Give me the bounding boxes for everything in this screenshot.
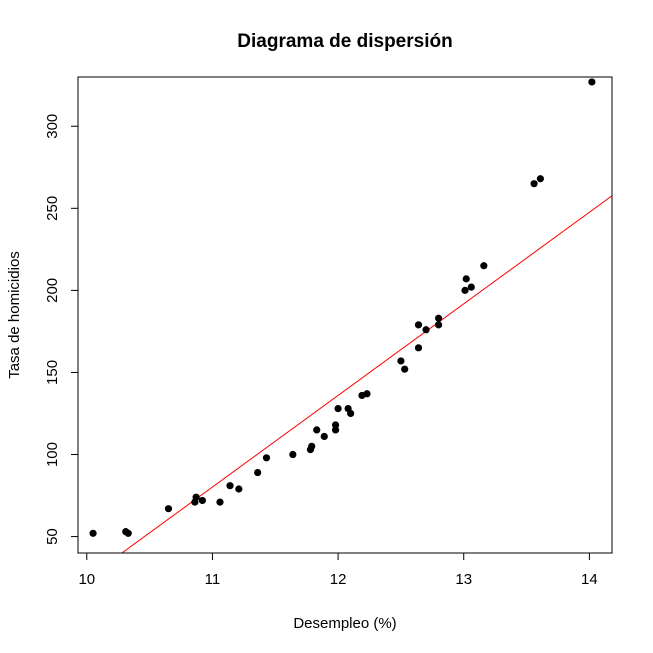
x-tick-label: 13 [455, 571, 472, 588]
data-point [89, 529, 97, 537]
data-point [331, 421, 340, 429]
regression-line [121, 195, 612, 553]
data-point [198, 496, 206, 505]
y-tick-label: 50 [44, 528, 61, 545]
data-point [262, 454, 271, 462]
data-point [435, 321, 443, 329]
plot-frame [77, 76, 613, 554]
data-points [89, 78, 596, 537]
data-point [313, 426, 321, 434]
y-tick-label: 250 [44, 196, 61, 221]
data-point [461, 286, 469, 294]
x-tick-label: 12 [330, 571, 347, 588]
data-point [226, 482, 234, 490]
data-point [235, 485, 243, 493]
y-tick-label: 100 [44, 442, 61, 467]
data-point [363, 390, 371, 398]
data-point [397, 357, 405, 365]
data-point [308, 442, 316, 450]
data-point [530, 180, 538, 188]
x-tick-label: 11 [205, 571, 221, 588]
data-point [401, 365, 409, 373]
data-point [289, 450, 297, 459]
data-point [216, 498, 224, 506]
data-point [331, 426, 340, 434]
data-point [467, 283, 475, 291]
data-point [414, 321, 423, 329]
data-point [414, 344, 423, 352]
data-point [422, 326, 430, 334]
data-point [462, 275, 470, 283]
y-axis-label: Tasa de homicidios [6, 251, 23, 379]
data-point [435, 314, 443, 322]
data-point [124, 529, 132, 537]
x-axis: 10 11 12 13 14 [78, 553, 598, 588]
plot-area [89, 78, 612, 553]
y-tick-label: 300 [44, 114, 61, 139]
data-point [164, 505, 173, 513]
x-tick-label: 14 [581, 571, 598, 588]
data-point [320, 432, 328, 441]
x-axis-label: Desempleo (%) [293, 615, 396, 632]
data-point [192, 493, 200, 501]
x-tick-label: 10 [78, 571, 95, 588]
y-axis: 50 100 150 200 250 300 [44, 114, 78, 545]
y-tick-label: 200 [44, 278, 61, 303]
data-point [254, 468, 262, 477]
data-point [536, 175, 544, 183]
data-point [588, 78, 596, 86]
data-point [347, 409, 355, 418]
data-point [480, 262, 488, 270]
y-tick-label: 150 [44, 360, 61, 385]
data-point [334, 404, 342, 413]
chart-title: Diagrama de dispersión [237, 31, 452, 52]
